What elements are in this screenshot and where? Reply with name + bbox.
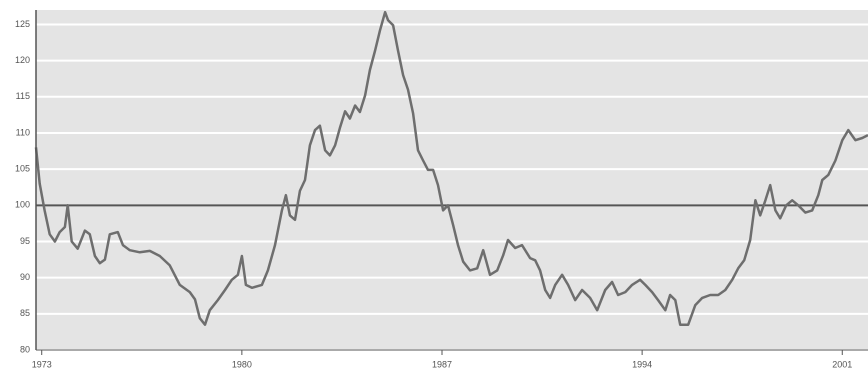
y-tick-label: 100: [15, 200, 30, 210]
x-tick-label: 1987: [432, 359, 452, 369]
data-line: [34, 10, 868, 326]
y-tick-label: 90: [20, 272, 30, 282]
y-tick-label: 125: [15, 19, 30, 29]
x-tick-label: 2001: [832, 359, 852, 369]
x-tick-label: 1973: [32, 359, 52, 369]
y-tick-label: 120: [15, 55, 30, 65]
x-tick-label: 1994: [632, 359, 652, 369]
y-tick-label: 105: [15, 164, 30, 174]
y-tick-label: 85: [20, 308, 30, 318]
y-tick-label: 110: [16, 127, 30, 137]
marks: [34, 10, 868, 326]
y-tick-label: 115: [16, 91, 30, 101]
y-tick-label: 95: [20, 236, 30, 246]
grid: [36, 23, 868, 351]
plot-background: [36, 10, 868, 350]
y-tick-label: 80: [20, 344, 30, 354]
x-tick-label: 1980: [232, 359, 252, 369]
